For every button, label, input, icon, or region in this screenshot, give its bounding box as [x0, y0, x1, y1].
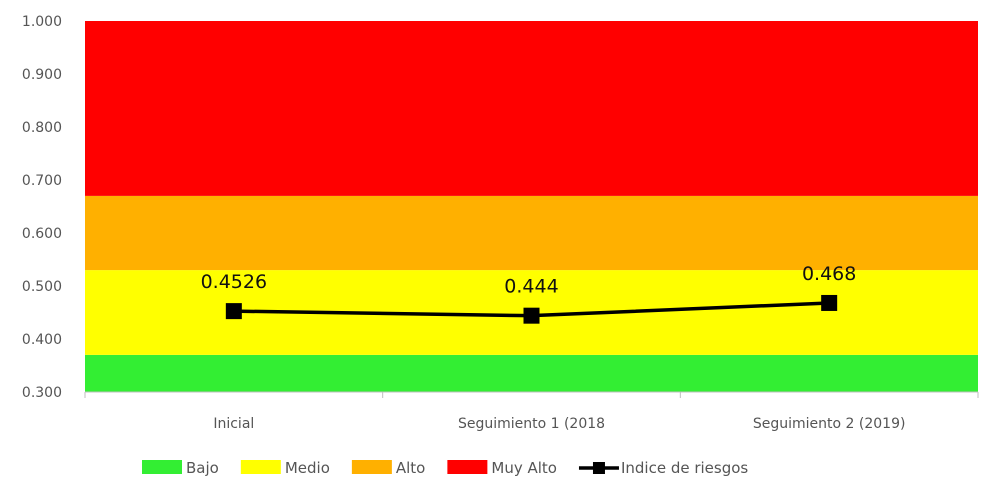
legend-swatch-bajo: [142, 460, 182, 474]
x-tick-label: Seguimiento 1 (2018: [458, 416, 605, 432]
legend-label: Muy Alto: [491, 459, 557, 477]
legend-swatch-medio: [240, 460, 281, 474]
y-tick-label: 0.500: [22, 279, 62, 295]
legend-swatch-alto: [351, 460, 392, 474]
band-muy-alto: [85, 21, 978, 196]
series-layer: 0.4526 0.444 0.468: [201, 263, 856, 324]
y-tick-label: 0.300: [22, 385, 62, 401]
legend-series-marker: [592, 462, 605, 474]
axes: 0.300 0.400 0.500 0.600 0.700 0.800 0.900 1.000…: [22, 14, 979, 432]
legend-label: Bajo: [186, 459, 219, 477]
y-tick-label: 0.600: [22, 226, 62, 242]
legend-swatch-muy-alto: [447, 460, 488, 474]
y-tick-label: 1.000: [22, 14, 62, 30]
x-tick-label: Inicial: [213, 416, 254, 432]
legend: Bajo Medio Alto Muy Alto Indice de riesgos: [142, 459, 748, 477]
y-tick-label: 0.400: [22, 332, 62, 348]
band-bajo: [85, 354, 978, 392]
x-tick-label: Seguimiento 2 (2019): [753, 416, 906, 432]
data-point-marker: [523, 307, 540, 324]
band-alto: [85, 195, 978, 271]
data-point-marker: [225, 303, 242, 320]
y-tick-label: 0.800: [22, 120, 62, 136]
legend-label: Alto: [396, 459, 426, 477]
legend-label: Indice de riesgos: [621, 459, 748, 477]
y-tick-label: 0.900: [22, 67, 62, 83]
data-label: 0.4526: [201, 271, 267, 293]
y-tick-label: 0.700: [22, 173, 62, 189]
data-point-marker: [821, 294, 838, 311]
data-label: 0.468: [802, 263, 856, 285]
data-label: 0.444: [504, 276, 558, 298]
legend-label: Medio: [285, 459, 330, 477]
risk-bands: [85, 21, 978, 392]
